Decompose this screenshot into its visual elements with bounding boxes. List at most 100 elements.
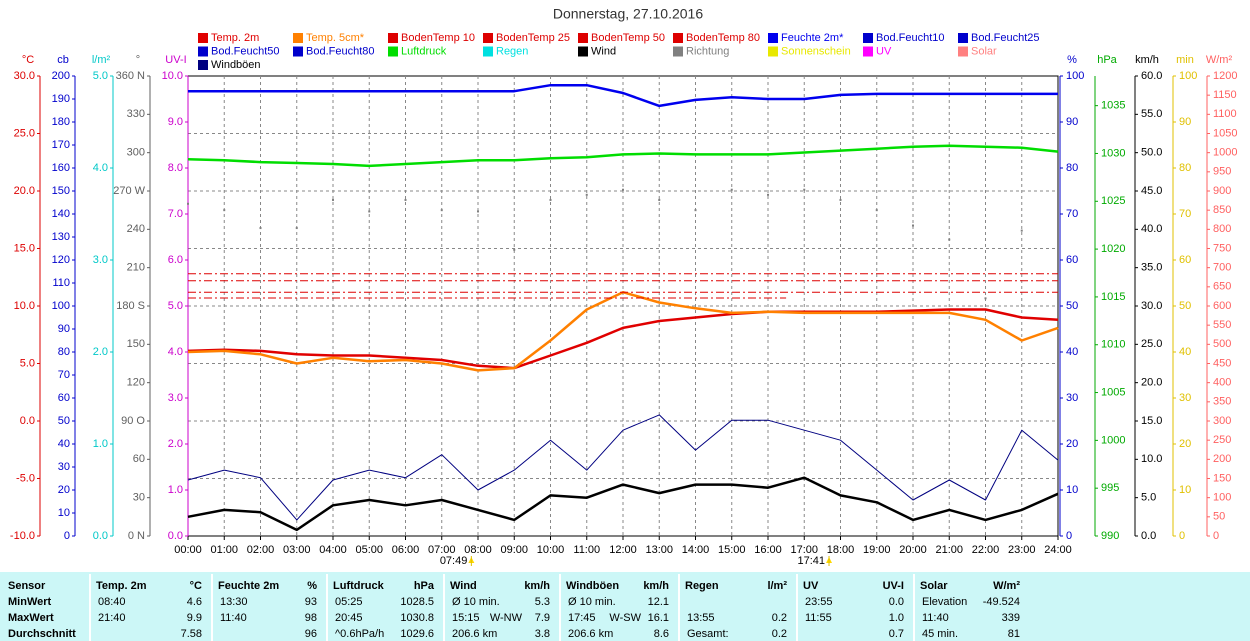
y-tick-label: 90 [1179,116,1191,128]
table-header: Temp. 2m [96,580,147,592]
y-tick-label: 100 [1066,70,1084,82]
x-tick-label: 19:00 [863,544,891,556]
y-tick-label: 10.0 [162,70,183,82]
y-tick-label: 950 [1213,166,1231,178]
direction-dot [803,188,806,191]
table-cell: 08:40 [98,596,126,608]
x-tick-label: 16:00 [754,544,782,556]
table-cell: 16.1 [648,612,669,624]
table-cell: W-NW [490,612,523,624]
legend-label: Temp. 2m [211,32,259,44]
table-cell: 3.8 [535,628,550,640]
y-tick-label: 40 [1066,346,1078,358]
table-cell: 7.9 [535,612,550,624]
y-tick-label: 900 [1213,185,1231,197]
annotation: 17:41 [797,555,825,567]
table-cell: 5.3 [535,596,550,608]
legend-swatch [198,46,208,57]
table-cell: 1029.6 [400,628,434,640]
direction-dot [477,210,479,213]
table-header: Feuchte 2m [218,580,279,592]
y-tick-label: 25.0 [14,127,35,139]
axis-title: UV-I [165,54,186,66]
legend-swatch [198,33,208,43]
y-tick-label: 70 [1066,208,1078,220]
y-tick-label: 100 [1179,70,1197,82]
y-tick-label: 7.0 [168,208,183,220]
y-tick-label: 70 [58,369,70,381]
direction-dot [984,297,987,300]
y-tick-label: 1.0 [168,484,183,496]
y-tick-label: 210 [127,262,145,274]
axis-title: W/m² [1206,54,1233,66]
y-tick-label: 70 [1179,208,1191,220]
x-tick-label: 22:00 [972,544,1000,556]
y-tick-label: 0 N [128,530,145,542]
y-tick-label: 600 [1213,300,1231,312]
y-tick-label: 270 W [113,185,145,197]
table-header: Sensor [8,580,46,592]
table-cell: 11:40 [922,612,949,624]
y-tick-label: 60 [133,453,145,465]
y-tick-label: 30 [1179,392,1191,404]
legend-swatch [768,33,778,43]
y-tick-label: 10 [1179,484,1191,496]
table-cell: 4.6 [187,596,202,608]
y-tick-label: 10 [58,507,70,519]
legend-swatch [388,33,398,43]
table-cell: 23:55 [805,596,833,608]
table-cell: 0.0 [889,596,904,608]
table-header: °C [190,580,202,592]
axis-title: km/h [1135,54,1159,66]
annotation: 07:49 [440,555,468,567]
direction-dot [187,202,189,205]
legend-label: BodenTemp 10 [401,32,475,44]
x-tick-label: 05:00 [355,544,383,556]
y-tick-label: 90 [58,323,70,335]
table-header: W/m² [993,580,1020,592]
y-tick-label: 35.0 [1141,262,1162,274]
y-tick-label: 30.0 [14,70,35,82]
y-tick-label: 500 [1213,338,1231,350]
y-tick-label: 750 [1213,242,1231,254]
legend-swatch [958,33,968,43]
table-cell: 1030.8 [400,612,434,624]
x-tick-label: 10:00 [537,544,565,556]
y-tick-label: 0.0 [20,415,35,427]
table-cell: Ø 10 min. [568,596,616,608]
table-cell: Gesamt: [687,628,729,640]
y-tick-label: 250 [1213,434,1231,446]
direction-dot [622,188,624,191]
x-tick-label: 20:00 [899,544,927,556]
table-cell: 45 min. [922,628,958,640]
y-tick-label: 10.0 [14,300,35,312]
y-tick-label: 20.0 [1141,377,1162,389]
axis-title: hPa [1097,54,1117,66]
table-cell: 20:45 [335,612,363,624]
legend-label: Regen [496,45,528,57]
y-tick-label: 140 [52,208,70,220]
y-tick-label: 0 [1066,530,1072,542]
table-cell: Ø 10 min. [452,596,500,608]
legend-label: Feuchte 2m* [781,32,844,44]
y-tick-label: 5.0 [20,357,35,369]
y-tick-label: 8.0 [168,162,183,174]
y-tick-label: 120 [52,254,70,266]
y-tick-label: 40.0 [1141,223,1162,235]
legend-swatch [578,33,588,43]
direction-dot [694,209,697,212]
legend-label: Wind [591,45,616,57]
y-tick-label: 550 [1213,319,1231,331]
table-cell: 96 [305,628,317,640]
y-tick-label: 1000 [1101,434,1125,446]
direction-dot [259,227,262,230]
y-tick-label: 650 [1213,281,1231,293]
table-header: km/h [643,580,669,592]
x-tick-label: 04:00 [319,544,347,556]
legend-swatch [958,46,968,57]
y-tick-label: 0.0 [93,530,108,542]
table-cell: 0.2 [772,628,787,640]
y-tick-label: 300 [127,147,145,159]
axis-title: °C [22,54,34,66]
